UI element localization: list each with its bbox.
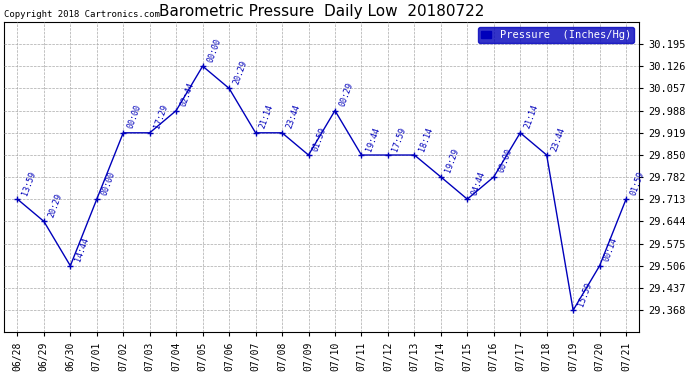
Text: 23:44: 23:44 bbox=[285, 104, 302, 130]
Text: 19:44: 19:44 bbox=[364, 126, 381, 152]
Text: 20:29: 20:29 bbox=[232, 59, 249, 86]
Legend: Pressure  (Inches/Hg): Pressure (Inches/Hg) bbox=[478, 27, 634, 43]
Text: 00:00: 00:00 bbox=[206, 37, 222, 63]
Text: 04:44: 04:44 bbox=[470, 170, 487, 196]
Text: 00:00: 00:00 bbox=[99, 170, 117, 196]
Text: 17:29: 17:29 bbox=[152, 104, 170, 130]
Text: 15:59: 15:59 bbox=[576, 281, 593, 308]
Text: 02:44: 02:44 bbox=[179, 81, 196, 108]
Text: 01:59: 01:59 bbox=[629, 170, 646, 196]
Text: 21:14: 21:14 bbox=[523, 104, 540, 130]
Text: 23:44: 23:44 bbox=[549, 126, 566, 152]
Text: 18:14: 18:14 bbox=[417, 126, 434, 152]
Text: 00:00: 00:00 bbox=[497, 148, 513, 174]
Text: Copyright 2018 Cartronics.com: Copyright 2018 Cartronics.com bbox=[4, 10, 160, 19]
Text: 21:14: 21:14 bbox=[258, 104, 275, 130]
Text: 01:59: 01:59 bbox=[311, 126, 328, 152]
Text: 00:29: 00:29 bbox=[337, 81, 355, 108]
Title: Barometric Pressure  Daily Low  20180722: Barometric Pressure Daily Low 20180722 bbox=[159, 4, 484, 19]
Text: 14:44: 14:44 bbox=[73, 236, 90, 263]
Text: 00:14: 00:14 bbox=[602, 236, 620, 263]
Text: 13:59: 13:59 bbox=[20, 170, 37, 196]
Text: 17:59: 17:59 bbox=[391, 126, 408, 152]
Text: 19:29: 19:29 bbox=[444, 148, 461, 174]
Text: 20:29: 20:29 bbox=[47, 192, 63, 219]
Text: 00:00: 00:00 bbox=[126, 104, 143, 130]
